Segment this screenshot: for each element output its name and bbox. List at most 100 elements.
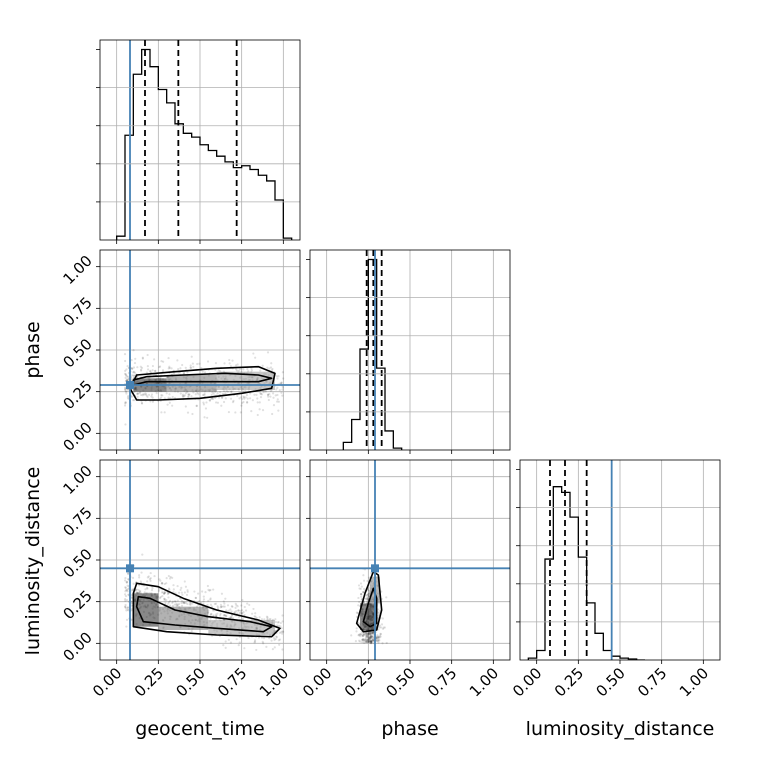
scatter-point bbox=[270, 362, 273, 365]
scatter-point bbox=[224, 646, 227, 650]
scatter-point bbox=[246, 401, 249, 404]
scatter-point bbox=[376, 637, 380, 640]
scatter-point bbox=[123, 404, 127, 407]
scatter-point bbox=[253, 639, 257, 642]
scatter-point bbox=[209, 598, 212, 601]
scatter-point bbox=[266, 351, 270, 354]
scatter-point bbox=[364, 641, 367, 644]
ytick-label-luminosity_distance-4: 1.00 bbox=[59, 462, 95, 498]
scatter-point bbox=[378, 626, 381, 629]
scatter-point bbox=[209, 597, 212, 600]
scatter-point bbox=[161, 582, 164, 585]
scatter-point bbox=[240, 609, 244, 612]
scatter-point bbox=[259, 392, 262, 395]
scatter-point bbox=[262, 390, 265, 394]
scatter-point bbox=[184, 392, 188, 395]
scatter-point bbox=[191, 602, 194, 605]
scatter-point bbox=[138, 576, 141, 579]
scatter-point bbox=[235, 604, 238, 607]
scatter-point bbox=[376, 636, 379, 639]
scatter-point bbox=[367, 637, 370, 640]
scatter-point bbox=[123, 353, 127, 356]
scatter-point bbox=[259, 396, 263, 399]
scatter-point bbox=[278, 643, 281, 646]
scatter-point bbox=[123, 593, 127, 596]
scatter-point bbox=[369, 641, 372, 644]
panel-content-2-1 bbox=[310, 460, 510, 660]
xtick-label-geocent_time-4: 1.00 bbox=[256, 664, 292, 700]
scatter-point bbox=[133, 371, 137, 374]
scatter-point bbox=[276, 386, 279, 389]
scatter-point bbox=[195, 404, 198, 407]
scatter-point bbox=[357, 634, 360, 637]
scatter-point bbox=[203, 416, 206, 419]
scatter-point bbox=[223, 614, 226, 617]
scatter-point bbox=[202, 595, 205, 598]
scatter-point bbox=[267, 395, 270, 398]
scatter-point bbox=[275, 636, 278, 639]
scatter-point bbox=[191, 412, 194, 416]
scatter-point bbox=[154, 369, 157, 373]
scatter-point bbox=[280, 630, 283, 634]
scatter-point bbox=[229, 641, 233, 644]
scatter-point bbox=[364, 636, 368, 639]
scatter-point bbox=[362, 641, 366, 644]
scatter-point bbox=[280, 381, 283, 384]
scatter-point bbox=[124, 390, 127, 393]
scatter-point bbox=[209, 613, 213, 616]
scatter-point bbox=[367, 633, 370, 636]
scatter-point bbox=[229, 616, 232, 619]
histogram-luminosity_distance bbox=[527, 486, 645, 660]
scatter-point bbox=[125, 589, 128, 592]
xtick-label-phase-4: 1.00 bbox=[466, 664, 502, 700]
scatter-point bbox=[368, 639, 371, 642]
scatter-point bbox=[369, 633, 372, 636]
scatter-point bbox=[267, 398, 270, 402]
scatter-point bbox=[369, 636, 372, 639]
scatter-point bbox=[275, 388, 278, 391]
scatter-point bbox=[127, 578, 130, 581]
scatter-point bbox=[370, 640, 373, 643]
scatter-point bbox=[370, 640, 373, 643]
scatter-point bbox=[255, 393, 258, 396]
scatter-point bbox=[365, 632, 368, 635]
scatter-point bbox=[124, 376, 127, 379]
scatter-point bbox=[190, 395, 193, 398]
xtick-label-phase-1: 0.25 bbox=[341, 664, 377, 700]
scatter-point bbox=[185, 593, 189, 596]
scatter-point bbox=[359, 587, 362, 590]
scatter-point bbox=[142, 393, 145, 396]
scatter-point bbox=[233, 611, 236, 614]
scatter-point bbox=[149, 579, 152, 583]
scatter-point bbox=[131, 367, 134, 370]
scatter-point bbox=[216, 605, 219, 608]
ylabel-phase: phase bbox=[22, 321, 44, 378]
scatter-point bbox=[259, 392, 262, 396]
scatter-point bbox=[130, 609, 133, 612]
scatter-point bbox=[151, 369, 154, 372]
scatter-point bbox=[161, 595, 164, 598]
scatter-point bbox=[163, 598, 166, 602]
scatter-point bbox=[141, 357, 144, 360]
scatter-point bbox=[168, 393, 171, 396]
scatter-point bbox=[277, 409, 280, 412]
scatter-point bbox=[144, 588, 147, 591]
scatter-point bbox=[209, 614, 212, 617]
scatter-point bbox=[223, 613, 227, 617]
scatter-point bbox=[160, 360, 163, 363]
scatter-point bbox=[366, 635, 369, 638]
panel-phase-vs-luminosity_distance: 0.00 0.25 0.50 0.75 1.00 bbox=[299, 459, 511, 700]
scatter-point bbox=[126, 608, 129, 611]
scatter-point bbox=[167, 396, 170, 399]
scatter-point bbox=[224, 397, 227, 400]
scatter-point bbox=[367, 586, 371, 589]
scatter-point bbox=[243, 605, 246, 609]
scatter-point bbox=[161, 369, 165, 372]
scatter-point bbox=[222, 400, 226, 404]
scatter-point bbox=[223, 362, 226, 365]
scatter-point bbox=[212, 392, 215, 395]
scatter-point bbox=[276, 393, 279, 397]
scatter-point bbox=[124, 401, 127, 404]
scatter-point bbox=[369, 631, 372, 635]
